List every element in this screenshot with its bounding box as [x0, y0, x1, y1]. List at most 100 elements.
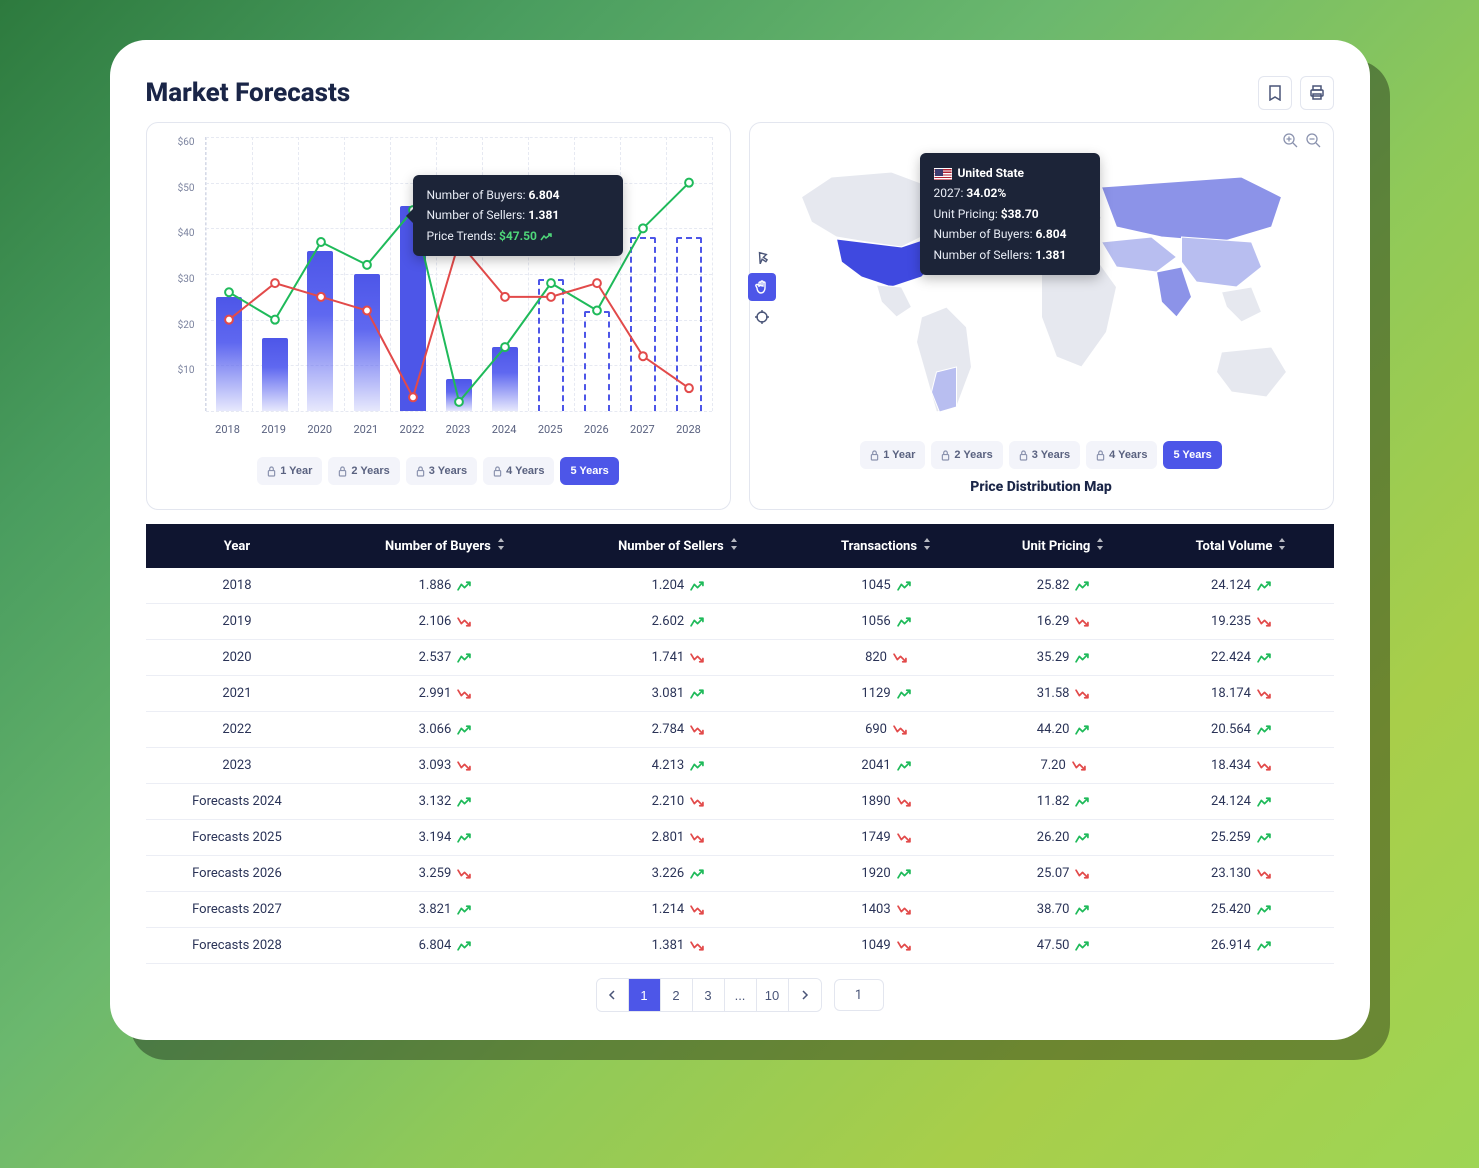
trend-up-icon — [897, 689, 911, 699]
cell-value: 2.602 — [652, 614, 705, 629]
page-button[interactable]: 1 — [629, 979, 661, 1011]
hand-tool[interactable] — [748, 273, 776, 301]
table-row: Forecasts 20286.804 1.381 1049 47.50 26.… — [146, 928, 1334, 964]
zoom-in-button[interactable] — [1283, 133, 1298, 152]
trend-down-icon — [690, 941, 704, 951]
cell-value: 1049 — [861, 938, 910, 953]
trend-up-icon — [1075, 725, 1089, 735]
trend-down-icon — [893, 725, 907, 735]
map-region[interactable] — [876, 285, 911, 317]
column-header[interactable]: Transactions — [794, 524, 977, 568]
map-region[interactable] — [1216, 347, 1286, 397]
map-region[interactable] — [1221, 287, 1261, 322]
trend-up-icon — [897, 581, 911, 591]
column-header[interactable]: Unit Pricing — [978, 524, 1149, 568]
trend-down-icon — [1075, 869, 1089, 879]
map-tt-sellers-label: Number of Sellers: — [934, 248, 1033, 262]
header-actions — [1258, 76, 1334, 110]
table-body: 20181.886 1.204 1045 25.82 24.124 20192.… — [146, 568, 1334, 964]
zoom-out-icon — [1306, 133, 1321, 148]
cell-value: 1.741 — [652, 650, 705, 665]
main-frame: Market Forecasts $60$50$40$30$20$10 2018… — [110, 40, 1370, 1040]
trend-up-icon — [897, 869, 911, 879]
cell-value: 2.784 — [652, 722, 705, 737]
page-title: Market Forecasts — [146, 78, 351, 108]
x-tick: 2018 — [205, 417, 251, 447]
x-tick: 2020 — [297, 417, 343, 447]
cell-value: 11.82 — [1037, 794, 1090, 809]
cell-value: 47.50 — [1037, 938, 1090, 953]
table-row: 20223.066 2.784 690 44.20 20.564 — [146, 712, 1334, 748]
trend-up-icon — [1075, 653, 1089, 663]
bookmark-button[interactable] — [1258, 76, 1292, 110]
cell-value: 16.29 — [1037, 614, 1090, 629]
cell-year: 2021 — [146, 676, 329, 712]
cell-value: 25.420 — [1211, 902, 1271, 917]
column-header[interactable]: Number of Buyers — [328, 524, 561, 568]
cell-value: 2.210 — [652, 794, 705, 809]
bookmark-icon — [1268, 85, 1282, 101]
column-header[interactable]: Total Volume — [1149, 524, 1334, 568]
column-header[interactable]: Number of Sellers — [561, 524, 794, 568]
year-option[interactable]: 2 Years — [328, 457, 399, 485]
x-tick: 2026 — [573, 417, 619, 447]
cell-value: 3.066 — [419, 722, 472, 737]
cell-value: 2.801 — [652, 830, 705, 845]
map-region[interactable] — [1156, 267, 1191, 317]
target-tool[interactable] — [748, 303, 776, 331]
target-icon — [755, 310, 769, 324]
year-option[interactable]: 5 Years — [1163, 441, 1221, 469]
year-toggle-map: 1 Year 2 Years 3 Years 4 Years5 Years — [768, 441, 1315, 469]
year-option[interactable]: 3 Years — [406, 457, 477, 485]
lock-icon — [941, 450, 950, 461]
cursor-tool[interactable] — [748, 243, 776, 271]
trend-up-icon — [1257, 833, 1271, 843]
map-region[interactable] — [1181, 237, 1261, 287]
trend-up-icon — [1257, 581, 1271, 591]
trend-down-icon — [1257, 617, 1271, 627]
page-prev[interactable] — [597, 979, 629, 1011]
lock-icon — [338, 466, 347, 477]
page-button[interactable]: 3 — [693, 979, 725, 1011]
cell-year: Forecasts 2028 — [146, 928, 329, 964]
year-option[interactable]: 3 Years — [1009, 441, 1080, 469]
map-tt-buyers-label: Number of Buyers: — [934, 227, 1033, 241]
page-jump-input[interactable]: 1 — [834, 979, 884, 1011]
trend-up-icon — [690, 689, 704, 699]
page-button[interactable]: 10 — [757, 979, 789, 1011]
page-next[interactable] — [789, 979, 821, 1011]
cell-value: 44.20 — [1037, 722, 1090, 737]
trend-down-icon — [457, 869, 471, 879]
table-row: Forecasts 20243.132 2.210 1890 11.82 24.… — [146, 784, 1334, 820]
trend-down-icon — [690, 833, 704, 843]
map-region[interactable] — [1101, 237, 1176, 272]
cell-value: 20.564 — [1211, 722, 1271, 737]
table-header-row: YearNumber of BuyersNumber of SellersTra… — [146, 524, 1334, 568]
page-button[interactable]: 2 — [661, 979, 693, 1011]
year-option[interactable]: 2 Years — [931, 441, 1002, 469]
trend-down-icon — [457, 761, 471, 771]
map-tt-price-val: $38.70 — [1001, 207, 1039, 221]
table-row: 20192.106 2.602 1056 16.29 19.235 — [146, 604, 1334, 640]
trend-down-icon — [897, 941, 911, 951]
cell-value: 820 — [865, 650, 907, 665]
table-row: Forecasts 20263.259 3.226 1920 25.07 23.… — [146, 856, 1334, 892]
header: Market Forecasts — [146, 76, 1334, 110]
year-option[interactable]: 1 Year — [860, 441, 925, 469]
print-button[interactable] — [1300, 76, 1334, 110]
trend-up-icon — [457, 725, 471, 735]
zoom-out-button[interactable] — [1306, 133, 1321, 152]
year-option[interactable]: 4 Years — [1086, 441, 1157, 469]
year-option[interactable]: 5 Years — [560, 457, 618, 485]
zoom-in-icon — [1283, 133, 1298, 148]
tt-price-val: $47.50 — [499, 229, 537, 243]
cell-year: 2023 — [146, 748, 329, 784]
page-button: ... — [725, 979, 757, 1011]
year-option[interactable]: 1 Year — [257, 457, 322, 485]
cell-value: 35.29 — [1037, 650, 1090, 665]
trend-down-icon — [897, 797, 911, 807]
cell-value: 3.821 — [419, 902, 472, 917]
y-tick: $40 — [165, 228, 201, 239]
map-region[interactable] — [1101, 177, 1281, 242]
year-option[interactable]: 4 Years — [483, 457, 554, 485]
